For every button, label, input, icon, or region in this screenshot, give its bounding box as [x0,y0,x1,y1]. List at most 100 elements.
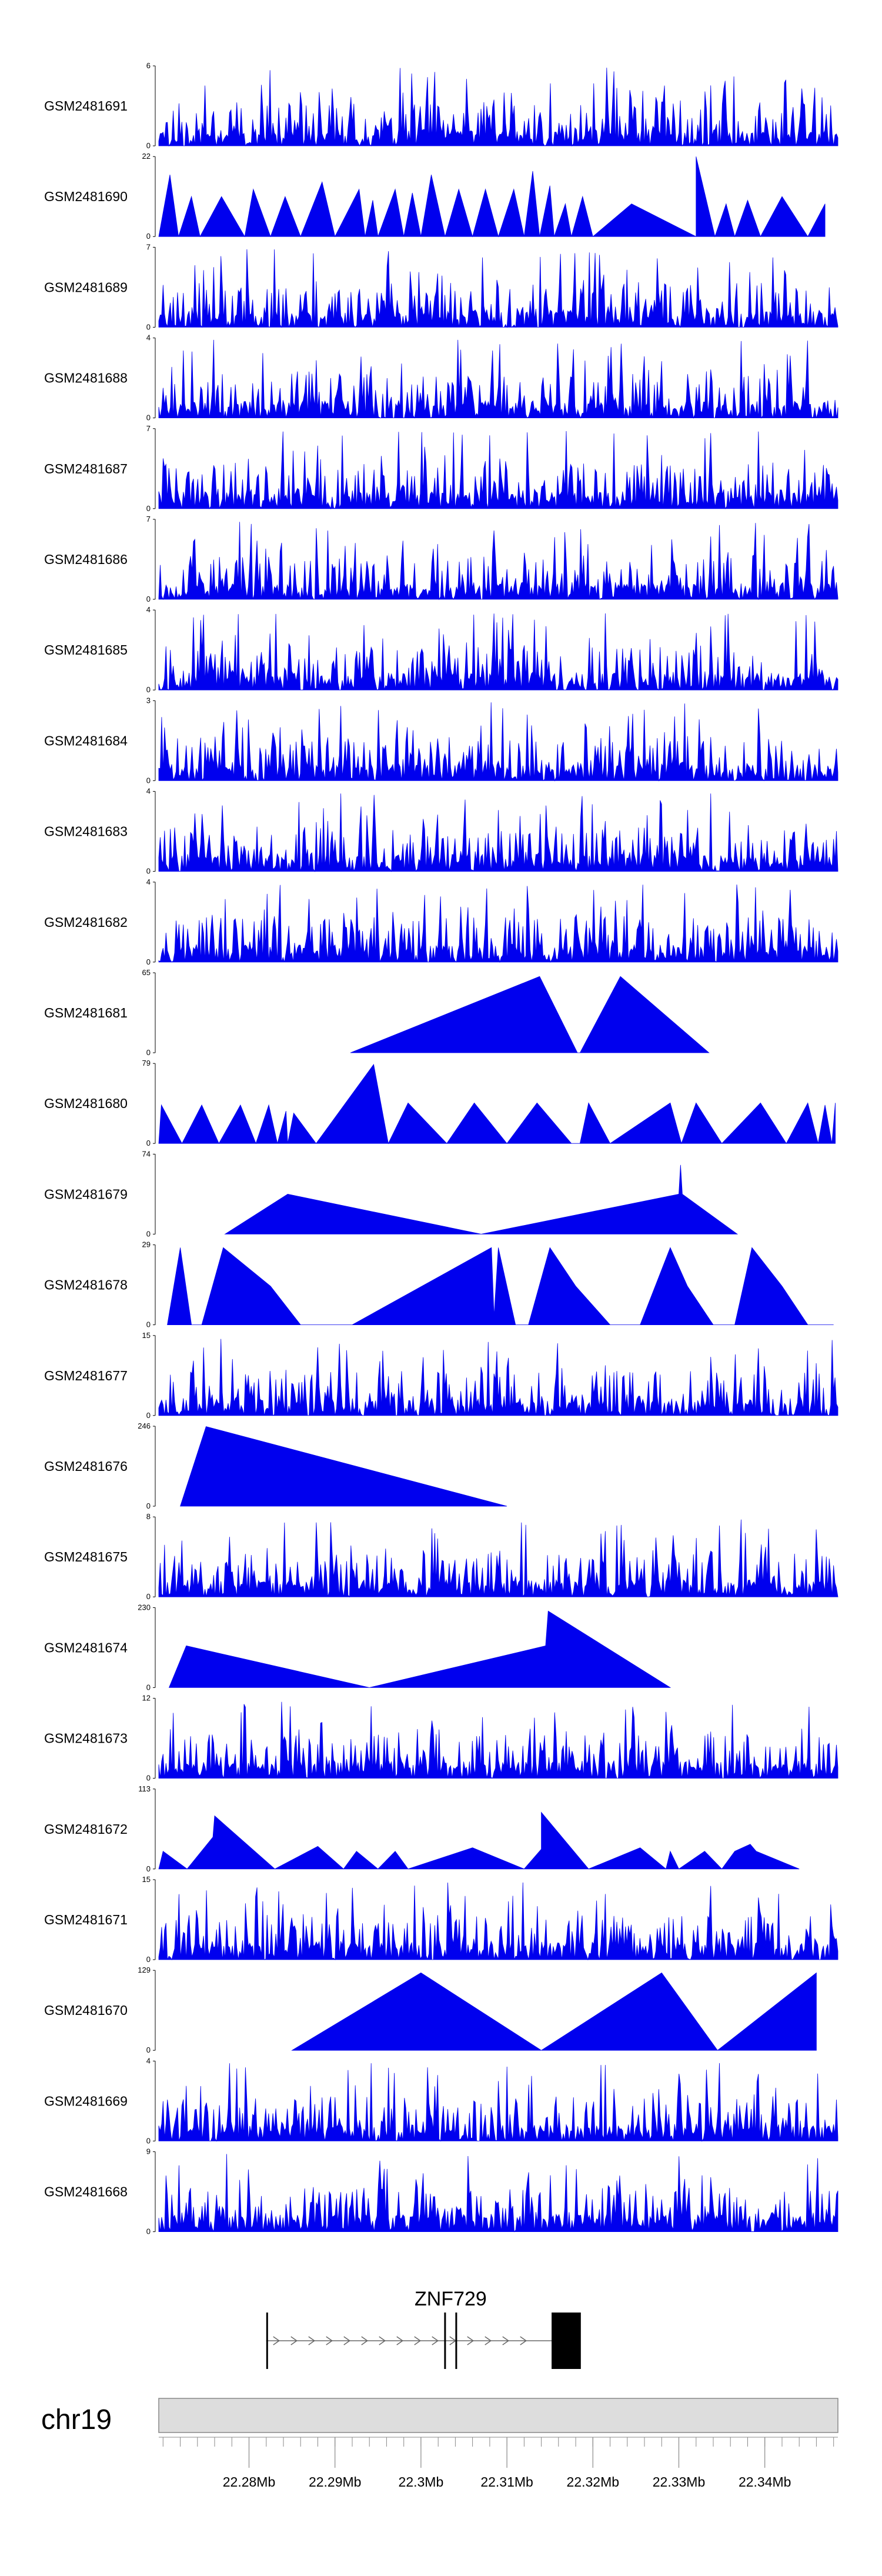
genome-axis-tick-label: 22.32Mb [567,2474,620,2490]
coverage-area [158,522,838,600]
chromosome-band [158,2398,838,2433]
chromosome-label: chr19 [41,2404,112,2435]
y-min-label: 0 [146,1864,151,1873]
coverage-area [158,431,838,510]
track-GSM2481678: GSM2481678 29 0 [44,1240,834,1329]
coverage-area [158,1701,838,1779]
track-GSM2481682: GSM2481682 4 0 [44,877,838,966]
y-min-label: 0 [146,2227,151,2236]
genome-axis-tick-label: 22.33Mb [653,2474,706,2490]
y-min-label: 0 [146,413,151,422]
track-label: GSM2481687 [44,461,128,476]
track-label: GSM2481671 [44,1912,128,1927]
y-min-label: 0 [146,595,151,603]
strand-arrow [308,2336,316,2345]
track-GSM2481677: GSM2481677 15 0 [44,1331,838,1420]
y-min-label: 0 [146,1501,151,1510]
y-min-label: 0 [146,1683,151,1691]
y-min-label: 0 [146,141,151,150]
track-label: GSM2481690 [44,189,128,204]
track-GSM2481681: GSM2481681 65 0 [44,968,710,1057]
track-label: GSM2481675 [44,1549,128,1564]
y-max-label: 74 [142,1149,151,1158]
track-label: GSM2481689 [44,279,128,295]
coverage-area [158,2063,838,2142]
coverage-area [158,156,826,238]
y-max-label: 4 [146,333,151,342]
coverage-tracks: GSM248169160GSM2481690220GSM248168970GSM… [44,61,838,2236]
track-label: GSM2481691 [44,98,128,114]
track-label: GSM2481670 [44,2003,128,2018]
coverage-area [158,2154,838,2233]
track-GSM2481671: GSM2481671 15 0 [44,1875,838,1964]
genome-axis-tick-label: 22.31Mb [480,2474,533,2490]
chromosome-axis: chr19 22.28Mb 22.29Mb 22.3Mb 22.31Mb 22.32Mb… [41,2398,838,2490]
track-label: GSM2481677 [44,1368,128,1383]
gene-label: ZNF729 [415,2288,487,2310]
coverage-area [158,249,838,328]
track-label: GSM2481678 [44,1277,128,1293]
track-GSM2481675: GSM2481675 8 0 [44,1512,838,1601]
y-max-label: 9 [146,2147,151,2156]
track-label: GSM2481679 [44,1186,128,1202]
y-max-label: 4 [146,2056,151,2065]
strand-arrow [414,2336,422,2345]
y-max-label: 230 [138,1603,151,1611]
coverage-area [158,884,838,963]
track-GSM2481690: GSM2481690 22 0 [44,152,826,241]
coverage-area [180,1426,507,1507]
genome-axis-tick-label: 22.34Mb [739,2474,791,2490]
y-max-label: 8 [146,1512,151,1521]
strand-arrow [361,2336,369,2345]
track-label: GSM2481683 [44,824,128,839]
y-min-label: 0 [146,1048,151,1057]
track-label: GSM2481674 [44,1640,128,1655]
y-min-label: 0 [146,957,151,966]
y-min-label: 0 [146,1955,151,1964]
y-min-label: 0 [146,1411,151,1420]
track-label: GSM2481681 [44,1005,128,1020]
strand-arrow [502,2336,510,2345]
y-max-label: 246 [138,1422,151,1430]
y-max-label: 7 [146,242,151,251]
y-max-label: 15 [142,1331,151,1340]
track-GSM2481668: GSM2481668 9 0 [44,2147,838,2236]
y-max-label: 4 [146,605,151,614]
track-label: GSM2481672 [44,1821,128,1837]
y-min-label: 0 [146,232,151,241]
coverage-area [224,1164,739,1234]
coverage-area [158,1519,838,1598]
track-label: GSM2481673 [44,1731,128,1746]
coverage-area [158,1339,838,1417]
genome-axis-tick-label: 22.3Mb [399,2474,444,2490]
track-GSM2481674: GSM2481674 230 0 [44,1603,671,1691]
track-label: GSM2481686 [44,552,128,567]
track-label: GSM2481668 [44,2184,128,2200]
strand-arrow [432,2336,439,2345]
track-GSM2481672: GSM2481672 113 0 [44,1784,800,1873]
track-GSM2481680: GSM2481680 79 0 [44,1059,836,1147]
strand-arrow [343,2336,351,2345]
y-min-label: 0 [146,1592,151,1601]
y-min-label: 0 [146,2046,151,2054]
y-min-label: 0 [146,1139,151,1147]
track-GSM2481673: GSM2481673 12 0 [44,1694,838,1783]
y-min-label: 0 [146,685,151,694]
y-min-label: 0 [146,2136,151,2145]
gene-exon [266,2313,268,2369]
track-GSM2481685: GSM2481685 4 0 [44,605,838,694]
y-min-label: 0 [146,1774,151,1783]
y-max-label: 29 [142,1240,151,1249]
strand-arrow [467,2336,475,2345]
coverage-area [158,793,838,872]
strand-arrow [379,2336,386,2345]
strand-arrow [520,2336,527,2345]
coverage-area [167,1247,834,1325]
coverage-area [158,702,838,782]
track-label: GSM2481680 [44,1096,128,1111]
coverage-area [158,68,838,147]
track-label: GSM2481669 [44,2093,128,2108]
track-GSM2481683: GSM2481683 4 0 [44,787,838,876]
strand-arrow [396,2336,404,2345]
